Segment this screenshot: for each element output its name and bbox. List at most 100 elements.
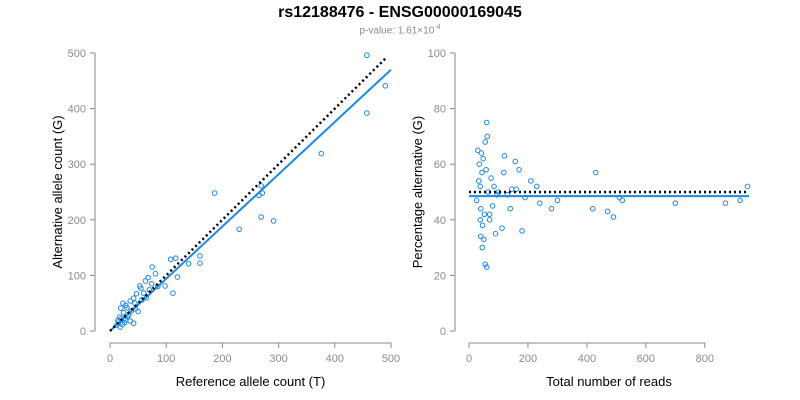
- left-panel-data-point: [172, 255, 179, 261]
- right-panel-x-axis-label: Total number of reads: [546, 374, 672, 389]
- left-panel-data-point: [258, 214, 264, 220]
- right-panel-data-point: [604, 208, 611, 215]
- chart-title: rs12188476 - ENSG00000169045: [278, 4, 522, 21]
- right-panel-data-point: [501, 153, 508, 159]
- right-panel-data-point: [477, 205, 484, 212]
- right-panel-y-tick-label: 80: [434, 104, 446, 116]
- right-panel-x-tick-label: 0: [466, 353, 472, 365]
- right-panel-data-point: [533, 183, 540, 190]
- right-panel-data-point: [477, 233, 484, 240]
- right-panel-data-point: [592, 169, 599, 176]
- right-panel-data-point: [475, 147, 481, 154]
- right-panel-data-point: [519, 228, 525, 234]
- right-panel-data-point: [554, 197, 561, 204]
- left-panel-fit-line: [109, 68, 392, 332]
- right-panel-data-point: [489, 203, 496, 209]
- left-panel-x-tick-label: 400: [326, 353, 344, 365]
- right-panel-data-point: [478, 150, 485, 156]
- right-panel-data-point: [476, 161, 483, 167]
- right-panel-x-tick-label: 200: [519, 353, 537, 365]
- left-panel-data-point: [117, 305, 124, 312]
- right-panel-data-point: [479, 244, 486, 251]
- left-panel-y-tick-label: 100: [68, 270, 86, 282]
- right-panel-data-point: [477, 183, 484, 190]
- left-panel-data-point: [145, 274, 152, 281]
- right-panel-data-point: [479, 169, 485, 176]
- left-panel-data-point: [135, 308, 141, 315]
- left-panel-data-point: [127, 298, 134, 304]
- left-panel-data-point: [120, 309, 127, 316]
- right-panel-data-point: [486, 211, 493, 218]
- right-panel-data-point: [479, 222, 486, 229]
- left-panel-x-tick-label: 300: [269, 353, 287, 365]
- right-panel-data-point: [484, 133, 491, 140]
- left-panel-data-point: [130, 320, 137, 327]
- right-panel-data-point: [499, 225, 505, 231]
- right-panel-y-tick-label: 20: [434, 270, 446, 282]
- right-panel-data-point: [737, 197, 743, 204]
- right-panel-data-point: [486, 217, 493, 223]
- left-panel-data-point: [149, 264, 155, 270]
- right-panel-y-tick-label: 100: [428, 48, 446, 60]
- p-value-label: p-value: 1.61×10-4: [0, 24, 800, 36]
- left-panel-data-point: [174, 274, 181, 280]
- left-panel-data-point: [185, 260, 192, 267]
- right-panel-data-point: [548, 205, 555, 212]
- left-panel-data-point: [364, 110, 370, 116]
- right-panel-y-tick-label: 60: [434, 159, 446, 171]
- left-panel-data-point: [318, 150, 325, 157]
- right-panel-x-tick-label: 400: [578, 353, 596, 365]
- left-panel-data-point: [364, 52, 370, 59]
- right-panel-data-point: [480, 236, 487, 243]
- left-panel-y-axis-label: Alternative allele count (G): [50, 115, 65, 268]
- right-panel-data-point: [482, 139, 489, 145]
- right-panel-y-axis-label: Percentage alternative (G): [410, 116, 425, 268]
- left-panel-x-tick-label: 100: [157, 353, 175, 365]
- right-panel-data-point: [512, 158, 519, 165]
- left-panel-data-point: [211, 190, 218, 196]
- right-panel-data-point: [744, 183, 751, 190]
- right-panel-data-point: [619, 197, 626, 204]
- right-panel-data-point: [672, 200, 679, 206]
- left-panel-data-point: [138, 285, 144, 291]
- right-panel-data-point: [516, 166, 522, 173]
- left-panel-data-point: [170, 290, 176, 296]
- right-panel-data-point: [492, 230, 499, 237]
- right-panel-data-point: [483, 166, 489, 173]
- left-panel-data-point: [152, 270, 159, 277]
- left-panel-x-tick-label: 200: [213, 353, 231, 365]
- left-panel-y-tick-label: 0: [80, 326, 86, 338]
- left-panel-data-point: [236, 226, 243, 233]
- right-panel-data-point: [488, 175, 494, 181]
- left-panel-data-point: [121, 319, 128, 326]
- left-panel-data-point: [140, 290, 147, 296]
- right-panel-y-tick-label: 40: [434, 215, 446, 227]
- right-panel-data-point: [475, 178, 482, 184]
- left-panel-x-tick-label: 500: [382, 353, 400, 365]
- left-panel-data-point: [117, 324, 123, 330]
- right-panel-data-point: [589, 205, 596, 212]
- left-panel-data-point: [130, 295, 137, 301]
- right-panel-data-point: [483, 119, 490, 126]
- left-panel-data-point: [124, 304, 130, 311]
- right-panel-data-point: [528, 178, 534, 184]
- left-panel-data-point: [142, 278, 149, 284]
- right-panel-data-point: [722, 200, 729, 206]
- left-panel-data-point: [148, 280, 155, 287]
- p-value-exponent: -4: [434, 24, 441, 31]
- right-panel-data-point: [507, 205, 514, 212]
- left-panel-y-tick-label: 400: [68, 104, 86, 116]
- right-panel-data-point: [500, 169, 507, 176]
- right-panel-data-point: [481, 211, 488, 218]
- left-panel-data-point: [167, 256, 174, 263]
- left-panel-data-point: [258, 183, 264, 189]
- left-panel-data-point: [197, 260, 203, 266]
- p-value-text: p-value: 1.61×10: [359, 25, 435, 37]
- right-panel-data-point: [491, 183, 497, 190]
- left-panel-data-point: [133, 290, 140, 297]
- left-panel-data-point: [120, 300, 126, 307]
- right-panel-data-point: [513, 186, 519, 193]
- right-panel-data-point: [610, 214, 617, 220]
- right-panel-data-point: [480, 155, 486, 162]
- left-panel-data-point: [162, 283, 168, 289]
